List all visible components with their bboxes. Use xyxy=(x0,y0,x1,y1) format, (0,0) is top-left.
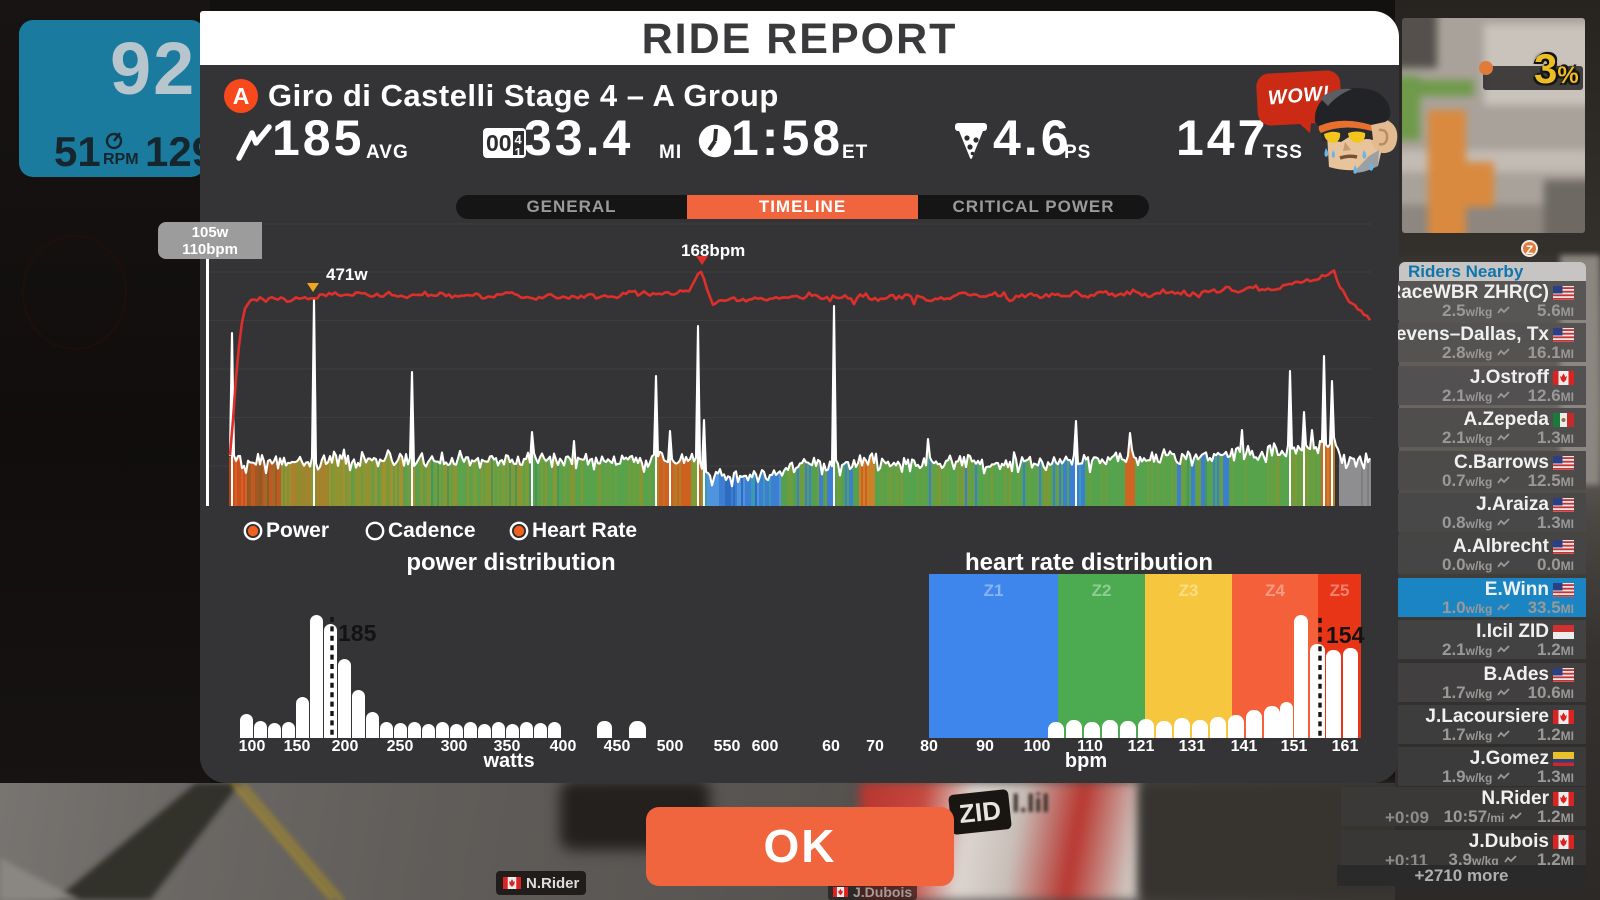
svg-text:00: 00 xyxy=(486,130,512,156)
svg-text:471w: 471w xyxy=(326,265,368,284)
svg-text:1: 1 xyxy=(515,145,522,159)
svg-text:168bpm: 168bpm xyxy=(681,241,745,260)
svg-text:4: 4 xyxy=(515,132,523,147)
